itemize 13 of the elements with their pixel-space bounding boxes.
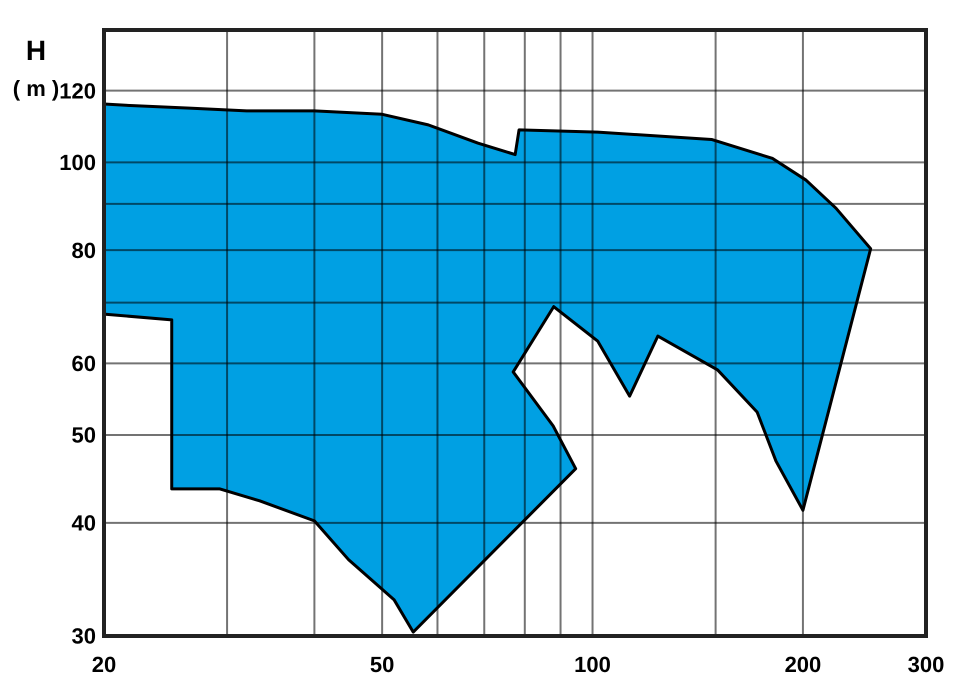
y-tick-label: 80 bbox=[72, 238, 96, 263]
y-tick-label: 100 bbox=[59, 150, 96, 176]
x-tick-label: 300 bbox=[908, 652, 944, 677]
x-tick-label: 50 bbox=[370, 652, 394, 677]
x-tick-label: 100 bbox=[574, 652, 611, 677]
x-tick-label: 200 bbox=[784, 652, 822, 677]
y-tick-label: 40 bbox=[72, 510, 96, 536]
y-axis-title: H ( m ) bbox=[12, 35, 60, 101]
y-tick-label: 120 bbox=[59, 78, 96, 104]
y-tick-label: 60 bbox=[72, 351, 96, 376]
y-tick-label: 30 bbox=[72, 624, 96, 649]
x-tick-label: 20 bbox=[92, 652, 116, 677]
y-tick-label: 50 bbox=[72, 422, 96, 448]
